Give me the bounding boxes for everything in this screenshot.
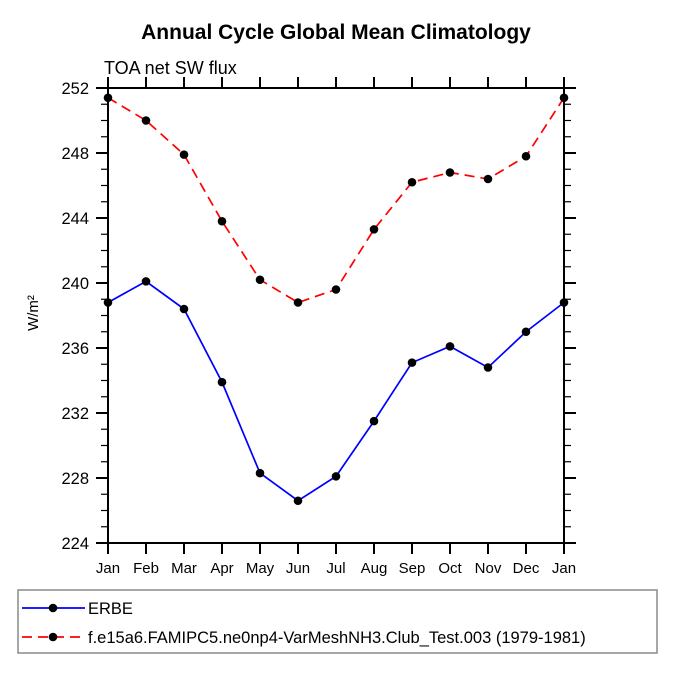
legend-item-erbe: ERBE — [22, 600, 133, 618]
chart-subtitle: TOA net SW flux — [104, 58, 237, 78]
data-point-marker — [369, 416, 379, 426]
data-point-marker — [103, 93, 113, 103]
data-point-marker — [103, 298, 113, 307]
data-point-marker — [255, 275, 265, 285]
legend-label-erbe: ERBE — [88, 600, 133, 618]
x-tick-label: Oct — [438, 560, 462, 577]
data-point-marker — [331, 472, 341, 481]
data-point-marker — [521, 327, 531, 337]
axes-layer: 224 228 232 236 240 244 248 252 Jan Feb Mar Apr May J… — [61, 77, 576, 577]
data-point-marker — [483, 363, 493, 372]
data-point-marker — [407, 177, 417, 187]
plot-frame — [107, 87, 565, 544]
chart-title: Annual Cycle Global Mean Climatology — [141, 21, 531, 44]
data-point-marker — [179, 304, 189, 314]
data-point-marker — [521, 151, 531, 161]
x-tick-label: Jan — [96, 560, 120, 577]
x-tick-label: Jun — [286, 560, 310, 577]
y-tick-label: 240 — [61, 275, 89, 293]
x-tick-label: Nov — [475, 560, 502, 577]
data-point-marker — [217, 377, 227, 387]
data-point-marker — [559, 298, 569, 307]
y-tick-label: 236 — [61, 340, 89, 358]
data-point-marker — [559, 93, 569, 103]
data-point-marker — [445, 342, 455, 351]
legend-marker-dot — [48, 632, 58, 642]
data-point-marker — [331, 285, 341, 294]
x-tick-label: Apr — [210, 560, 233, 577]
series-layer — [103, 93, 569, 506]
data-point-marker — [141, 116, 151, 125]
legend-box — [17, 589, 658, 654]
data-point-marker — [217, 216, 227, 226]
legend: ERBE f.e15a6.FAMIPC5.ne0np4-VarMeshNH3.C… — [17, 589, 658, 654]
y-tick-label: 248 — [61, 145, 89, 163]
data-point-marker — [369, 225, 379, 234]
x-tick-label: Feb — [133, 560, 159, 577]
series-line-erbe — [107, 280, 565, 502]
x-tick-label: Jan — [552, 560, 576, 577]
data-point-marker — [293, 298, 303, 307]
data-point-marker — [179, 150, 189, 159]
x-tick-label: May — [246, 560, 275, 577]
data-point-marker — [255, 468, 265, 478]
series-line-model — [107, 97, 565, 304]
x-tick-label: Sep — [399, 560, 426, 577]
legend-item-model: f.e15a6.FAMIPC5.ne0np4-VarMeshNH3.Club_T… — [22, 629, 586, 647]
x-tick-label: Aug — [361, 560, 388, 577]
data-point-marker — [293, 496, 303, 506]
y-tick-label: 252 — [61, 80, 89, 98]
y-tick-label: 244 — [61, 210, 89, 228]
legend-label-model: f.e15a6.FAMIPC5.ne0np4-VarMeshNH3.Club_T… — [88, 629, 586, 647]
x-tick-label: Mar — [171, 560, 197, 577]
legend-marker-dot — [48, 603, 58, 613]
y-axis-label: W/m² — [25, 295, 42, 331]
data-point-marker — [141, 277, 151, 286]
y-tick-label: 228 — [61, 470, 89, 488]
x-tick-label: Dec — [513, 560, 540, 577]
data-point-marker — [407, 358, 417, 367]
data-point-marker — [483, 174, 493, 184]
data-point-marker — [445, 168, 455, 177]
y-tick-label: 232 — [61, 405, 89, 423]
y-tick-label: 224 — [61, 535, 89, 553]
x-tick-label: Jul — [326, 560, 345, 577]
